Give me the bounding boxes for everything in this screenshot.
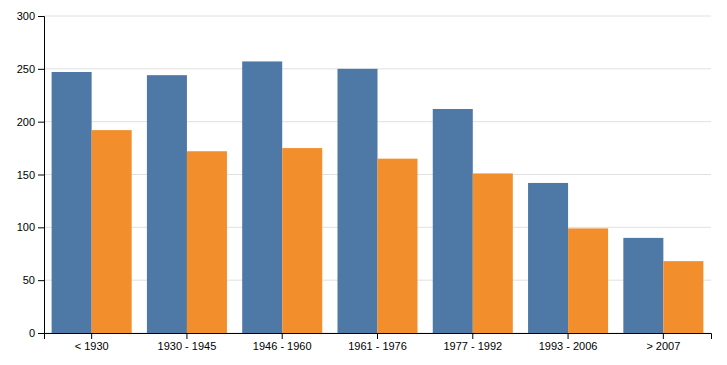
x-tick: 1977 - 1992 (443, 333, 502, 352)
y-tick: 200 (17, 116, 44, 128)
bar-series (92, 130, 704, 333)
x-tick-label: 1961 - 1976 (348, 340, 407, 352)
bar (337, 69, 377, 333)
bar (92, 130, 132, 333)
y-tick-mark (38, 122, 44, 123)
x-tick: 1993 - 2006 (539, 333, 598, 352)
bar (433, 109, 473, 333)
grid-line (44, 16, 711, 17)
y-tick-mark (38, 280, 44, 281)
y-axis-line (38, 17, 45, 334)
x-tick-mark (377, 333, 378, 339)
x-tick-label: > 2007 (646, 340, 680, 352)
y-tick-label: 300 (17, 10, 35, 22)
y-tick-label: 100 (17, 221, 35, 233)
y-tick-mark (38, 69, 44, 70)
bar (473, 173, 513, 333)
bar (147, 75, 187, 333)
chart-container: < 1930 1930 - 1945 1946 - 1960 1961 - 1976 1… (0, 0, 727, 365)
x-tick: 1946 - 1960 (253, 333, 312, 352)
x-tick-mark (472, 333, 473, 339)
x-tick-label: < 1930 (75, 340, 109, 352)
bar (187, 151, 227, 333)
y-tick-mark (38, 227, 44, 228)
bar (52, 72, 92, 333)
chart: < 1930 1930 - 1945 1946 - 1960 1961 - 1976 1… (0, 0, 727, 365)
y-tick-label: 0 (29, 327, 35, 339)
y-tick: 150 (17, 169, 44, 181)
y-tick: 300 (17, 10, 44, 22)
x-tick-label: 1946 - 1960 (253, 340, 312, 352)
x-tick-label: 1993 - 2006 (539, 340, 598, 352)
bar (378, 159, 418, 333)
y-tick: 100 (17, 221, 44, 233)
x-axis: < 1930 1930 - 1945 1946 - 1960 1961 - 1976 1… (45, 333, 712, 352)
x-tick: 1930 - 1945 (158, 333, 217, 352)
x-tick-label: 1930 - 1945 (158, 340, 217, 352)
bar-series (52, 61, 664, 333)
x-tick-mark (663, 333, 664, 339)
x-tick: > 2007 (646, 333, 680, 352)
grid (44, 16, 711, 333)
bar (623, 238, 663, 333)
bar (568, 228, 608, 333)
bar (282, 148, 322, 333)
y-tick-label: 200 (17, 116, 35, 128)
y-tick-mark (38, 175, 44, 176)
x-tick: < 1930 (75, 333, 109, 352)
y-axis: 0 50 100 150 200 250 300 (17, 10, 45, 339)
y-tick-label: 150 (17, 169, 35, 181)
y-tick: 0 (29, 327, 44, 339)
bar (528, 183, 568, 333)
x-tick-mark (186, 333, 187, 339)
x-tick-label: 1977 - 1992 (443, 340, 502, 352)
y-tick-mark (38, 333, 44, 334)
y-tick: 50 (23, 274, 44, 286)
x-tick-mark (91, 333, 92, 339)
x-tick-mark (282, 333, 283, 339)
y-tick-label: 50 (23, 274, 35, 286)
bar (663, 261, 703, 333)
x-tick: 1961 - 1976 (348, 333, 407, 352)
x-tick-mark (568, 333, 569, 339)
x-axis-line (45, 334, 712, 340)
bar (242, 61, 282, 333)
y-tick-label: 250 (17, 63, 35, 75)
bars (52, 61, 704, 333)
y-tick-mark (38, 16, 44, 17)
y-tick: 250 (17, 63, 44, 75)
